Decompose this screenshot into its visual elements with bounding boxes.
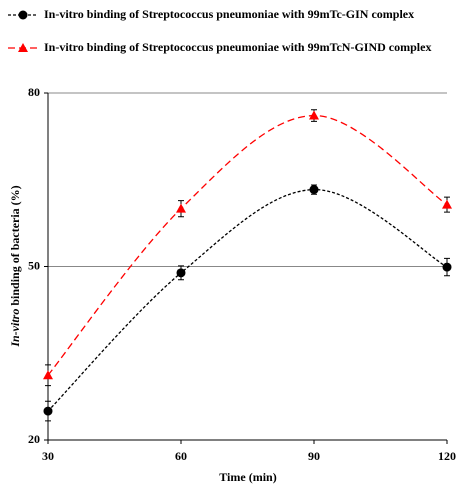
data-point	[176, 203, 186, 213]
data-point	[43, 406, 53, 416]
y-axis-label-rest: binding of bacteria (%)	[8, 185, 22, 305]
x-tick-label: 120	[438, 449, 456, 463]
legend-label: In-vitro binding of Streptococcus pneumo…	[44, 7, 414, 21]
data-point	[43, 370, 53, 380]
legend-label: In-vitro binding of Streptococcus pneumo…	[44, 40, 431, 54]
data-point	[442, 199, 452, 209]
y-axis-label: In-vitro binding of bacteria (%)	[8, 185, 22, 347]
legend-marker	[18, 43, 28, 52]
data-point	[176, 268, 186, 278]
data-point	[309, 110, 319, 120]
y-tick-label: 50	[28, 258, 40, 272]
series-line	[47, 114, 448, 376]
data-point	[309, 185, 319, 195]
x-tick-label: 90	[308, 449, 320, 463]
x-axis-label: Time (min)	[219, 470, 276, 484]
y-tick-label: 20	[28, 432, 40, 446]
data-point	[442, 262, 452, 272]
x-tick-label: 60	[175, 449, 187, 463]
legend-marker	[18, 10, 28, 20]
x-tick-label: 30	[42, 449, 54, 463]
y-tick-label: 80	[28, 85, 40, 99]
y-axis-label-italic: In-vitro	[8, 309, 22, 348]
series-line	[47, 188, 448, 412]
